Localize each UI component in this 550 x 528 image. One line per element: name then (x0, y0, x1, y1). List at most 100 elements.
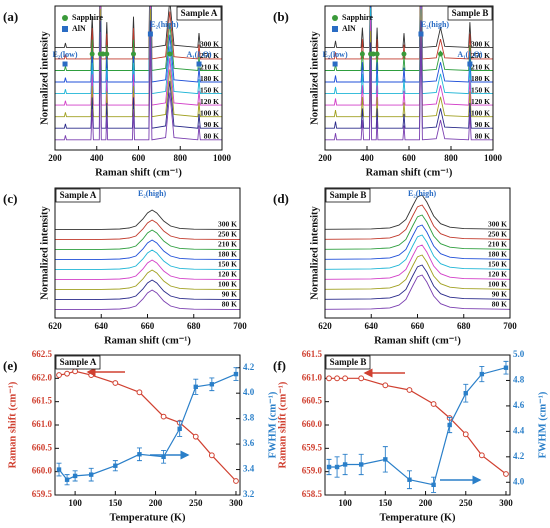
x-tick-label: 640 (365, 321, 379, 331)
series-label: 100 K (488, 280, 507, 289)
peak-marker (89, 51, 95, 57)
peak-marker (130, 51, 136, 57)
y2-tick-label: 4.2 (513, 451, 525, 461)
series-line (58, 373, 237, 481)
x-tick-label: 100 (68, 498, 82, 508)
spectrum (325, 194, 510, 230)
x-tick-label: 200 (318, 153, 332, 163)
series-label: 250 K (488, 230, 507, 239)
spectrum (55, 6, 222, 83)
annotation: Sample B (330, 357, 367, 367)
y-tick-label: 658.5 (302, 489, 323, 499)
panel-label: (b) (273, 9, 289, 24)
point (334, 464, 340, 470)
series-label: 120 K (488, 270, 507, 279)
series-label: 300 K (471, 39, 490, 48)
point (382, 382, 389, 389)
x-tick-label: 600 (132, 153, 146, 163)
peak-label: A₁(LO) (187, 50, 212, 59)
point (233, 371, 239, 377)
series-label: 90 K (475, 120, 490, 129)
plot-frame (324, 354, 511, 496)
spectrum (325, 31, 493, 141)
point (160, 413, 167, 420)
series-label: 300 K (218, 220, 237, 229)
point (503, 471, 509, 477)
legend-marker (332, 15, 338, 21)
y-axis-label: Normalized intensity (39, 205, 50, 299)
panel-label: (f) (273, 358, 286, 373)
x-tick-label: 700 (233, 321, 247, 331)
point (88, 472, 94, 477)
y2-tick-label: 4.0 (513, 476, 525, 486)
series-label: 250 K (218, 230, 237, 239)
annotation-box (55, 355, 101, 370)
x-tick-label: 300 (499, 498, 513, 508)
point (342, 462, 348, 467)
peak-label: E₂(high) (150, 20, 179, 29)
spectrum (325, 204, 510, 240)
spectrum (55, 8, 222, 118)
spectrum (55, 209, 240, 231)
series-label: 180 K (218, 250, 237, 259)
y-axis-label: Normalized intensity (309, 30, 320, 124)
series-label: 150 K (488, 260, 507, 269)
plot-frame (54, 354, 241, 496)
x-tick-label: 100 (338, 498, 352, 508)
point (56, 467, 62, 472)
x-tick-label: 1000 (484, 153, 503, 163)
series-label: 100 K (471, 109, 490, 118)
series-label: 90 K (222, 290, 237, 299)
point (326, 464, 332, 470)
series-label: 80 K (492, 300, 507, 309)
series-label: 180 K (471, 74, 490, 83)
series-label: 120 K (200, 97, 219, 106)
x-tick-label: 150 (379, 498, 393, 508)
peak-marker (401, 51, 407, 57)
point (463, 390, 468, 396)
series-line (329, 367, 507, 486)
point (161, 454, 166, 460)
spectrum (325, 254, 510, 290)
peak-marker (418, 31, 424, 37)
spectrum (55, 6, 222, 106)
x-tick-label: 200 (419, 498, 433, 508)
series-label: 300 K (488, 220, 507, 229)
spectrum (325, 8, 493, 118)
series-line (329, 377, 507, 475)
y-axis-label: Normalized intensity (309, 205, 320, 299)
series-label: 300 K (200, 39, 219, 48)
y2-tick-label: 4.6 (513, 400, 525, 410)
y-axis-label: Normalized intensity (39, 30, 50, 124)
series-label: 90 K (204, 120, 219, 129)
x-tick-label: 660 (141, 321, 155, 331)
point (479, 371, 485, 377)
spectrum (325, 264, 510, 300)
peak-marker (359, 51, 365, 57)
spectrum (325, 6, 493, 71)
x-tick-label: 1000 (213, 153, 232, 163)
y2-tick-label: 3.2 (243, 489, 255, 499)
y-tick-label: 659.5 (302, 442, 323, 452)
annotation-box (447, 6, 493, 21)
peak-marker (438, 51, 443, 57)
y-tick-label: 660.5 (302, 396, 323, 406)
spectrum (325, 6, 493, 48)
point (383, 457, 388, 462)
annotation: Sample B (452, 8, 489, 18)
y2-axis-label: FWHM (cm⁻¹) (267, 391, 278, 458)
series-label: 120 K (471, 97, 490, 106)
series-label: 150 K (218, 260, 237, 269)
x-tick-label: 620 (48, 321, 62, 331)
x-tick-label: 400 (360, 153, 374, 163)
point (209, 382, 215, 387)
x-tick-label: 680 (457, 321, 471, 331)
x-tick-label: 400 (90, 153, 104, 163)
annotation-box (55, 188, 101, 203)
spectrum (325, 6, 493, 106)
peak-marker (467, 61, 473, 67)
x-tick-label: 640 (95, 321, 109, 331)
x-axis-label: Raman shift (cm⁻¹) (95, 167, 182, 178)
series-label: 250 K (200, 51, 219, 60)
x-tick-label: 250 (459, 498, 473, 508)
